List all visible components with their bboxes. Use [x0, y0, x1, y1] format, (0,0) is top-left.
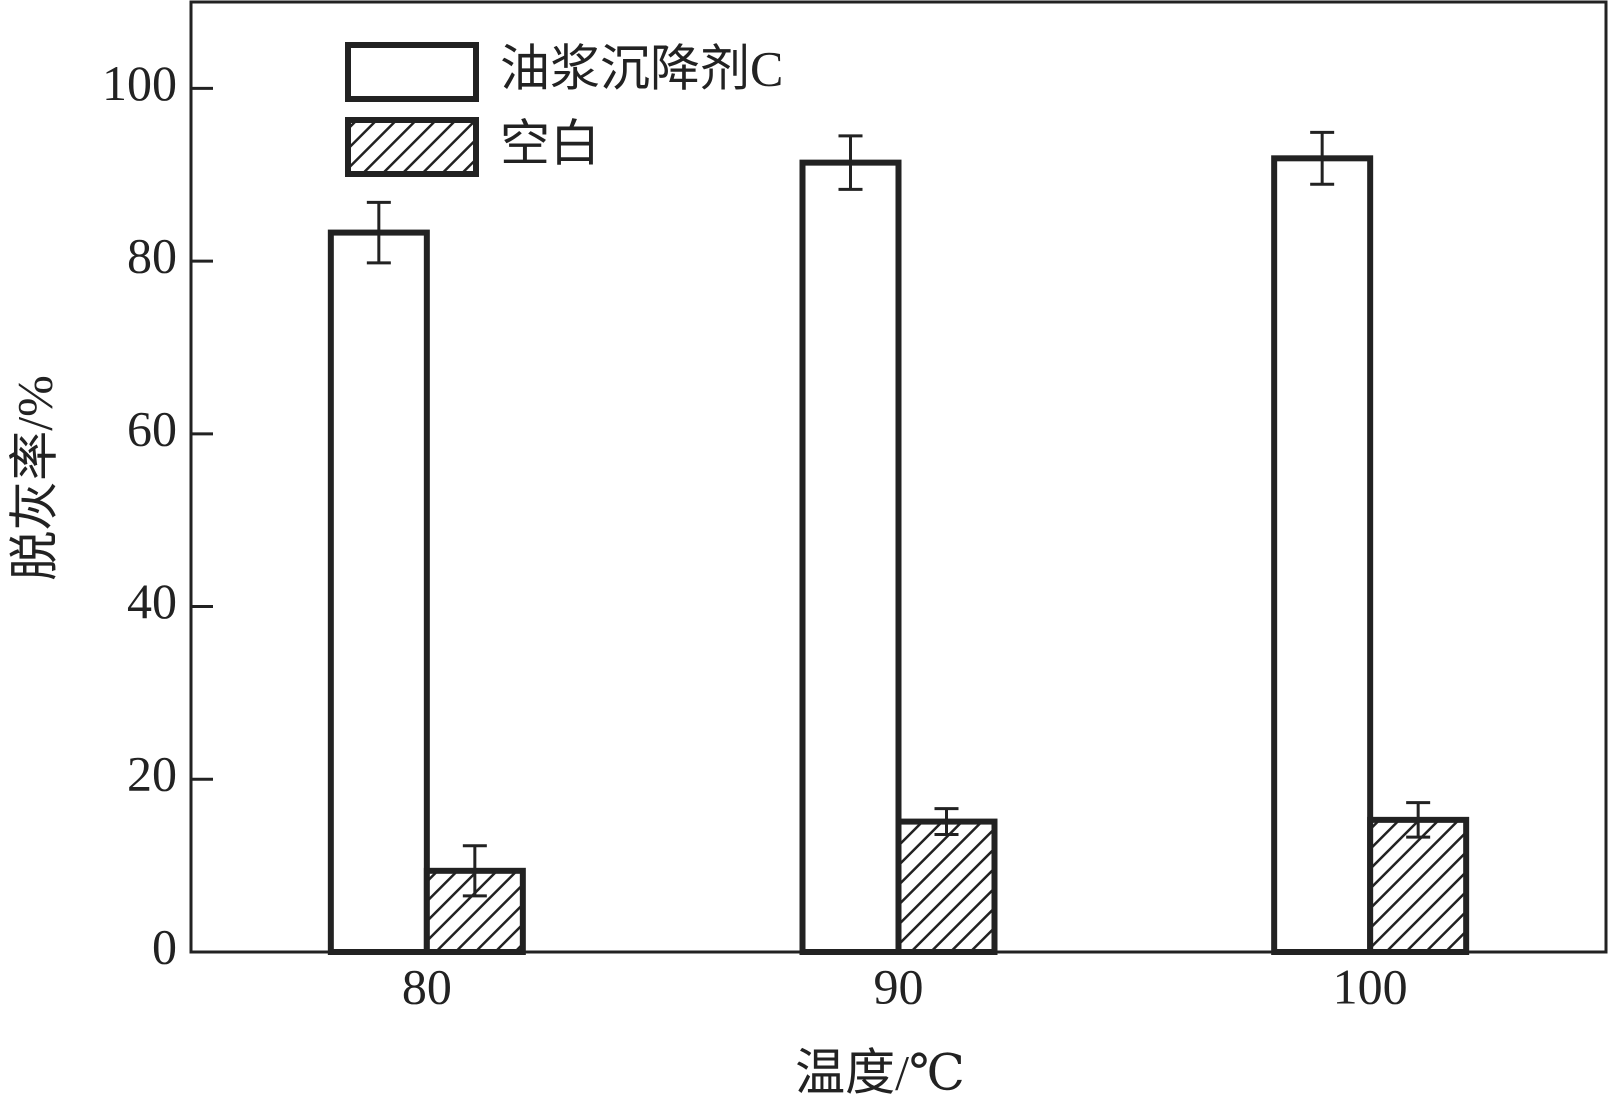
bar — [1367, 816, 1470, 956]
error-bar — [366, 200, 391, 265]
y-tick-label: 60 — [127, 400, 177, 456]
y-axis-label: 脱灰率/% — [6, 375, 62, 581]
error-bar — [1406, 801, 1431, 839]
error-bar — [1310, 130, 1335, 186]
x-tick-label: 100 — [1333, 958, 1408, 1014]
error-bar — [934, 807, 959, 837]
error-bar — [462, 844, 487, 898]
y-tick-label: 20 — [127, 746, 177, 802]
bar — [327, 229, 430, 956]
legend-label: 空白 — [500, 115, 600, 171]
x-tick-label: 80 — [402, 958, 452, 1014]
error-bar — [838, 134, 863, 191]
legend-label: 油浆沉降剂C — [500, 40, 783, 96]
legend-swatch — [345, 42, 479, 102]
y-tick-label: 0 — [152, 918, 177, 974]
y-tick-label: 40 — [127, 573, 177, 629]
bar — [895, 818, 998, 955]
y-tick-label: 80 — [127, 228, 177, 284]
bar — [1271, 155, 1374, 955]
y-tick-label: 100 — [102, 55, 177, 111]
x-axis-label: 温度/℃ — [795, 1044, 965, 1100]
bar — [799, 159, 902, 956]
legend-swatch — [345, 117, 479, 177]
plot-frame — [189, 0, 1608, 954]
x-tick-label: 90 — [874, 958, 924, 1014]
